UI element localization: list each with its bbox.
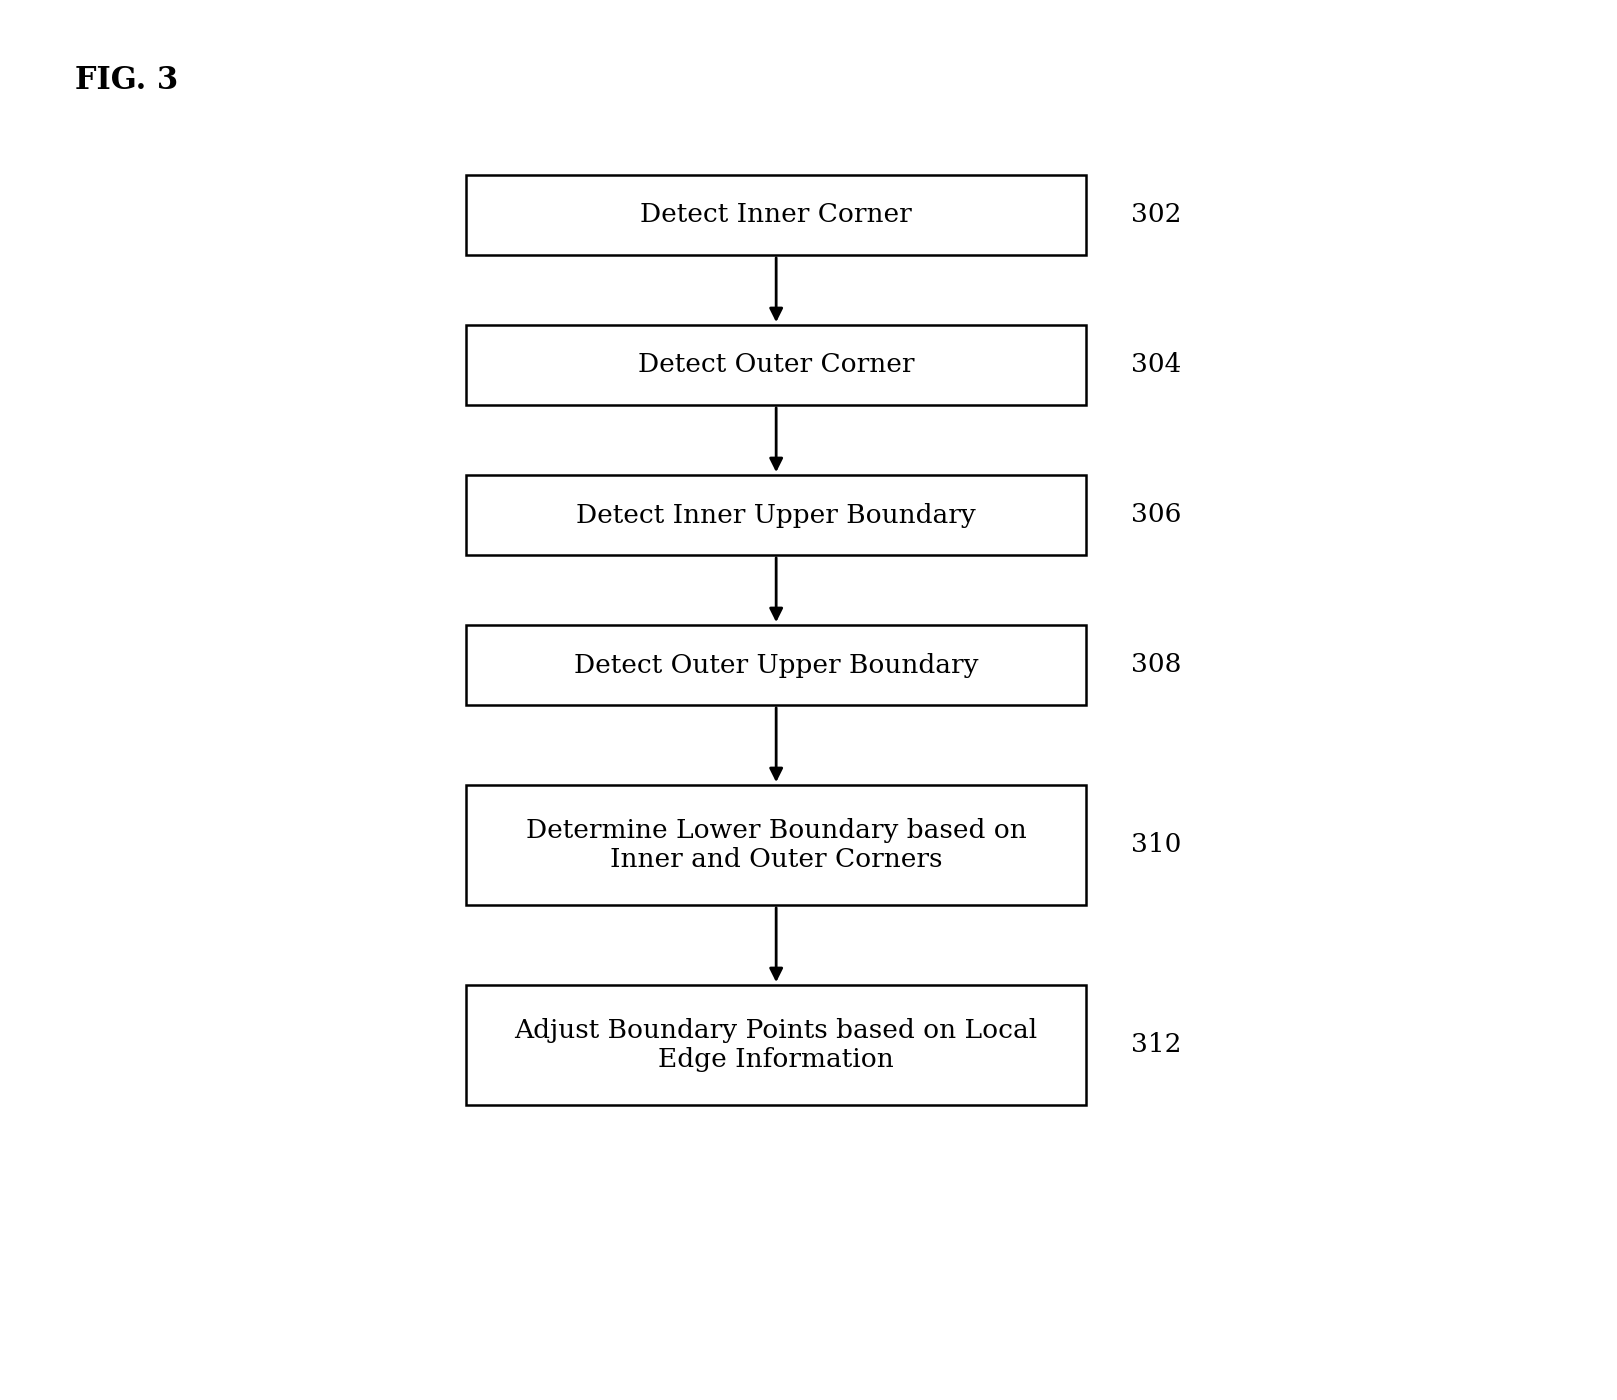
Text: 304: 304: [1132, 353, 1182, 378]
Text: Detect Outer Upper Boundary: Detect Outer Upper Boundary: [574, 652, 978, 678]
Bar: [466, 325, 1087, 405]
Text: Adjust Boundary Points based on Local
Edge Information: Adjust Boundary Points based on Local Ed…: [514, 1018, 1038, 1072]
Text: 312: 312: [1132, 1033, 1182, 1057]
Text: Detect Inner Upper Boundary: Detect Inner Upper Boundary: [576, 503, 977, 528]
Text: Detect Outer Corner: Detect Outer Corner: [639, 353, 914, 378]
Text: 302: 302: [1132, 203, 1182, 227]
Bar: [466, 785, 1087, 904]
Text: Determine Lower Boundary based on
Inner and Outer Corners: Determine Lower Boundary based on Inner …: [526, 818, 1027, 872]
Text: 306: 306: [1132, 503, 1182, 528]
Bar: [466, 175, 1087, 255]
Text: 310: 310: [1132, 833, 1182, 857]
Text: 308: 308: [1132, 652, 1182, 678]
Bar: [466, 475, 1087, 554]
Bar: [466, 986, 1087, 1105]
Bar: [466, 624, 1087, 706]
Text: Detect Inner Corner: Detect Inner Corner: [640, 203, 912, 227]
Text: FIG. 3: FIG. 3: [74, 64, 178, 97]
